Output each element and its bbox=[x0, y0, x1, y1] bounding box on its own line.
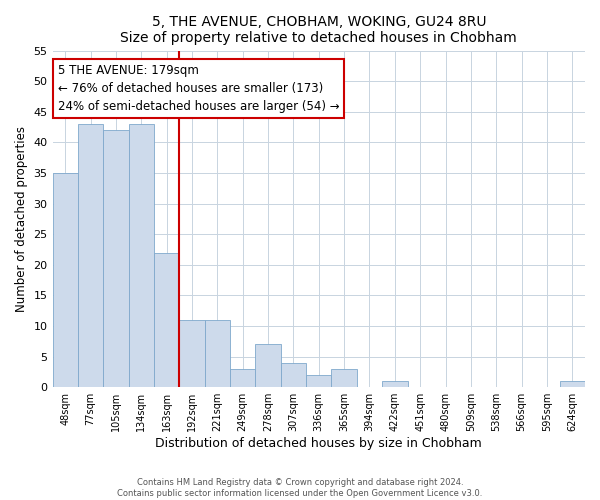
Bar bbox=[382, 381, 407, 387]
X-axis label: Distribution of detached houses by size in Chobham: Distribution of detached houses by size … bbox=[155, 437, 482, 450]
Bar bbox=[205, 320, 230, 387]
Bar bbox=[230, 369, 256, 387]
Bar bbox=[78, 124, 103, 387]
Bar bbox=[53, 173, 78, 387]
Bar bbox=[179, 320, 205, 387]
Bar bbox=[306, 375, 331, 387]
Bar bbox=[331, 369, 357, 387]
Text: Contains HM Land Registry data © Crown copyright and database right 2024.
Contai: Contains HM Land Registry data © Crown c… bbox=[118, 478, 482, 498]
Bar bbox=[154, 252, 179, 387]
Bar bbox=[560, 381, 585, 387]
Bar bbox=[256, 344, 281, 387]
Bar bbox=[103, 130, 128, 387]
Text: 5 THE AVENUE: 179sqm
← 76% of detached houses are smaller (173)
24% of semi-deta: 5 THE AVENUE: 179sqm ← 76% of detached h… bbox=[58, 64, 340, 113]
Title: 5, THE AVENUE, CHOBHAM, WOKING, GU24 8RU
Size of property relative to detached h: 5, THE AVENUE, CHOBHAM, WOKING, GU24 8RU… bbox=[121, 15, 517, 45]
Y-axis label: Number of detached properties: Number of detached properties bbox=[15, 126, 28, 312]
Bar bbox=[281, 362, 306, 387]
Bar bbox=[128, 124, 154, 387]
